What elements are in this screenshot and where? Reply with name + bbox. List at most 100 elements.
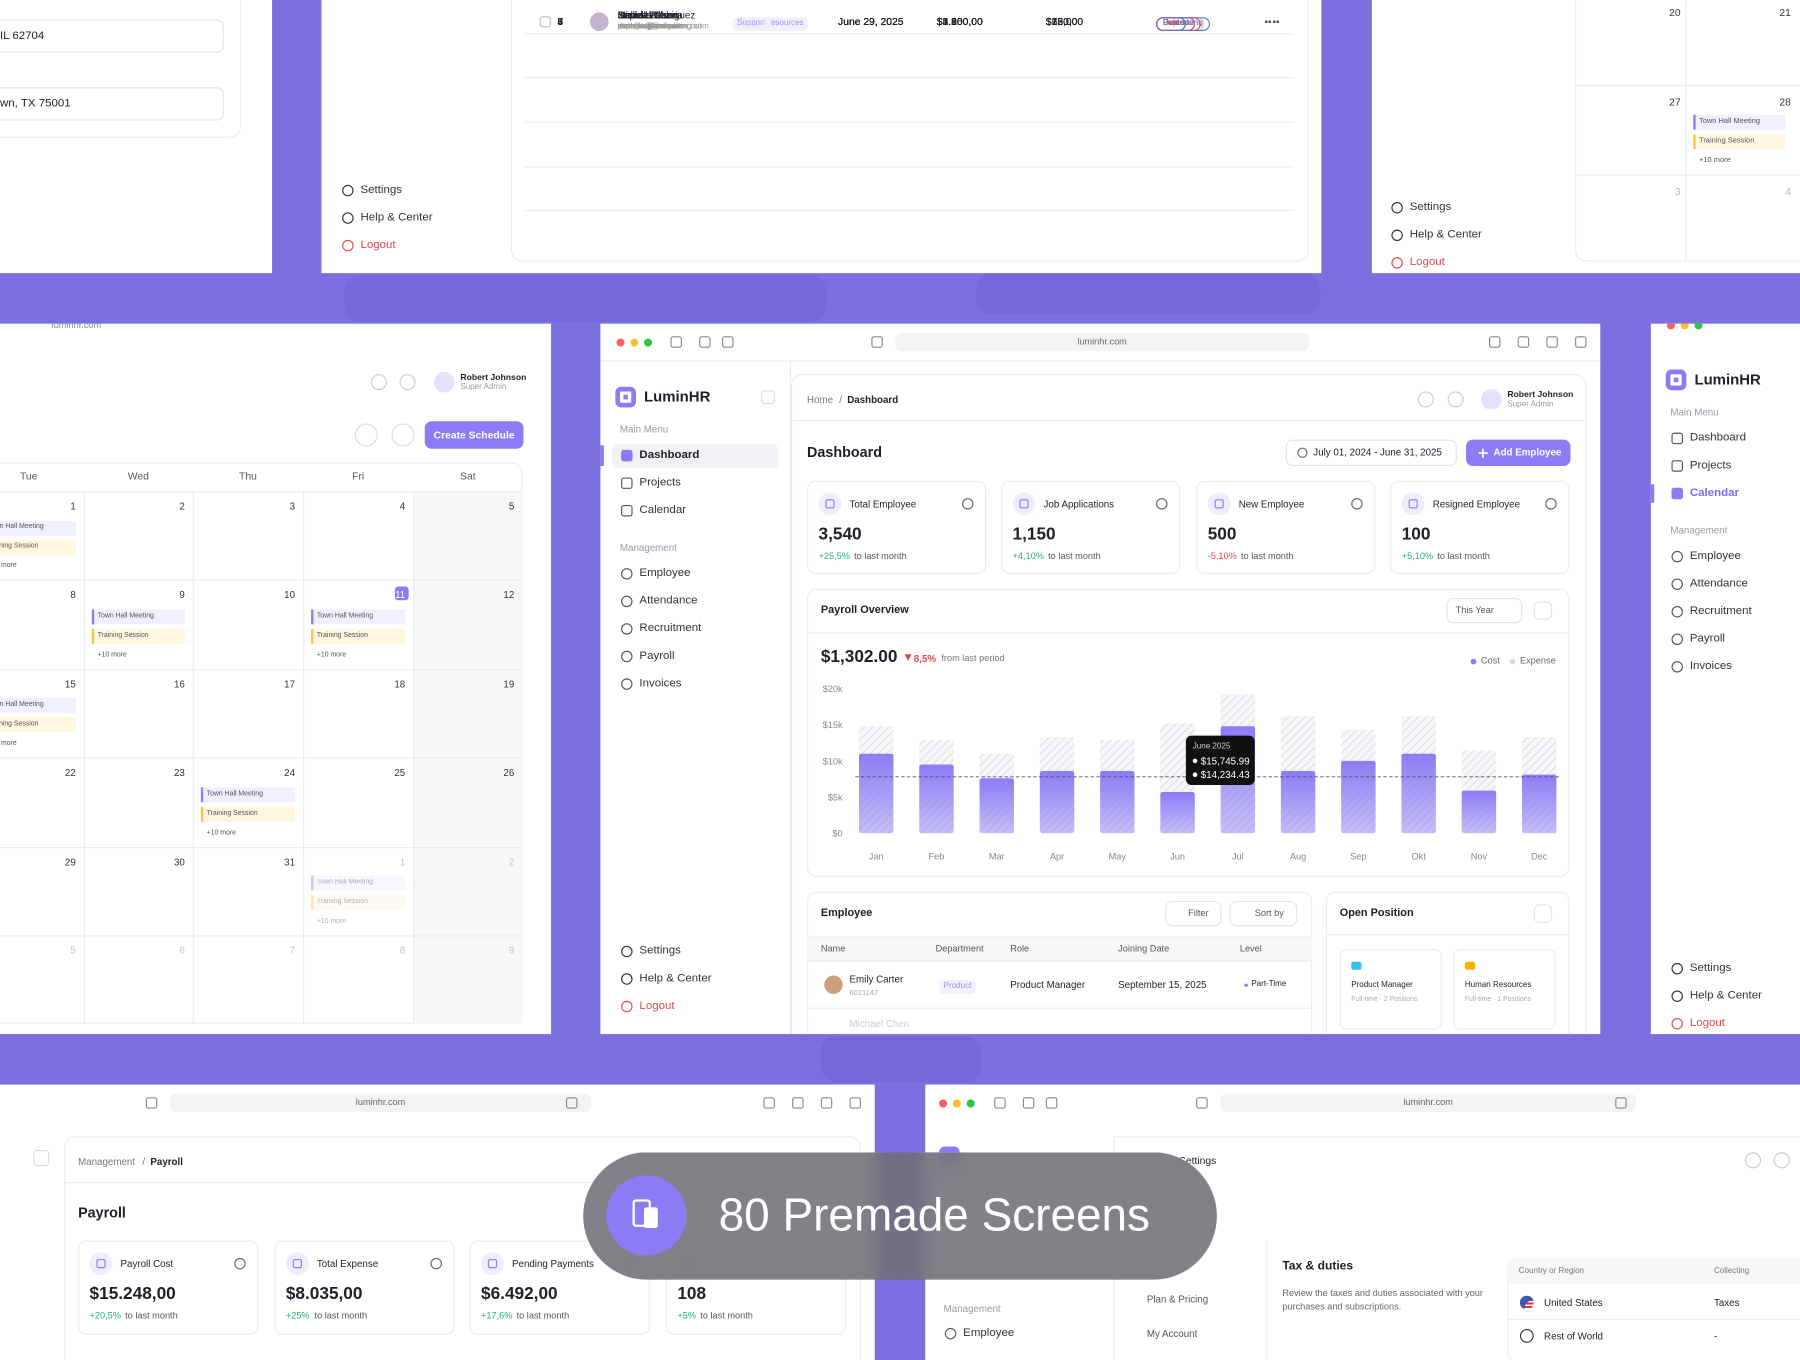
menu-item[interactable]: Settings bbox=[360, 183, 402, 197]
menu-item[interactable]: Help & Center bbox=[639, 972, 712, 985]
settings-nav[interactable]: Plan & Pricing bbox=[1146, 1293, 1209, 1305]
sort-button[interactable] bbox=[1229, 900, 1298, 927]
menu-item[interactable]: Help & Center bbox=[1409, 228, 1482, 242]
menu-item[interactable]: Settings bbox=[1409, 200, 1452, 214]
menu-item[interactable]: Dashboard bbox=[1689, 431, 1747, 445]
menu-item[interactable]: Calendar bbox=[639, 503, 687, 517]
icon bbox=[1045, 1097, 1058, 1109]
day-number: 24 bbox=[284, 766, 296, 779]
menu-item[interactable]: Employee bbox=[639, 566, 691, 580]
menu-item[interactable]: Invoices bbox=[639, 677, 682, 690]
date: June 29, 2025 bbox=[838, 15, 904, 28]
active-bar bbox=[600, 445, 604, 466]
menu-item[interactable]: Dashboard bbox=[639, 448, 700, 462]
icon bbox=[1391, 229, 1403, 242]
menu-item[interactable]: Projects bbox=[1689, 459, 1732, 472]
menu-item[interactable]: Attendance bbox=[639, 594, 698, 608]
dept-badge: Product bbox=[939, 979, 976, 995]
settings-nav[interactable]: My Account bbox=[1146, 1327, 1198, 1340]
icon bbox=[621, 504, 633, 517]
email: isabella.g@me.com bbox=[617, 22, 689, 31]
name: Sophia Rodriguez bbox=[617, 9, 696, 21]
icon bbox=[621, 623, 633, 635]
icon bbox=[1671, 962, 1683, 975]
row-number: 3 bbox=[557, 15, 564, 28]
legend-entry: Expense bbox=[1519, 655, 1556, 666]
day-number: 23 bbox=[173, 766, 185, 779]
more-button[interactable] bbox=[1265, 20, 1279, 24]
menu-section-label: Main Menu bbox=[619, 423, 669, 435]
email: james.w@consulting.com bbox=[617, 22, 709, 31]
menu-item[interactable]: Employee bbox=[963, 1326, 1015, 1340]
event-label: Training Session bbox=[1699, 136, 1755, 145]
menu-item[interactable]: Recruitment bbox=[1689, 604, 1752, 618]
nav-divider bbox=[1266, 1239, 1268, 1360]
event bbox=[0, 717, 76, 733]
url-bar bbox=[895, 332, 1309, 352]
period-select[interactable] bbox=[1446, 597, 1523, 624]
menu-item[interactable]: Help & Center bbox=[360, 211, 433, 224]
col-line bbox=[83, 935, 85, 1025]
button-label[interactable]: Filter bbox=[1188, 908, 1209, 919]
create-button[interactable] bbox=[424, 421, 524, 449]
position-card-outer bbox=[1325, 891, 1570, 1035]
day-number: 4 bbox=[1785, 185, 1791, 197]
row-line bbox=[0, 935, 523, 937]
invoice-panel: Settings Help & Center Logout 3 Michael Chen… bbox=[321, 0, 1322, 274]
icon bbox=[1296, 447, 1307, 458]
menu-item[interactable]: Invoices bbox=[1689, 659, 1732, 673]
event bbox=[311, 895, 406, 911]
fee: $65,00 bbox=[1045, 15, 1078, 28]
icon bbox=[761, 390, 775, 404]
avatar bbox=[938, 1098, 947, 1107]
filter-button[interactable] bbox=[1165, 900, 1222, 927]
breadcrumb[interactable]: Management bbox=[78, 1155, 136, 1168]
avatar bbox=[1012, 492, 1036, 516]
column-header: Department bbox=[935, 943, 984, 954]
date-button[interactable] bbox=[1285, 439, 1457, 466]
menu-item[interactable]: Settings bbox=[1689, 961, 1732, 975]
row-number: 6 bbox=[557, 15, 564, 28]
button-label[interactable]: Sort by bbox=[1254, 908, 1284, 919]
icon bbox=[1408, 499, 1418, 509]
more-button[interactable] bbox=[1265, 20, 1279, 24]
avatar bbox=[1509, 658, 1515, 664]
stat-label: Pending Payments bbox=[512, 1257, 594, 1270]
menu-item[interactable]: Payroll bbox=[639, 649, 675, 663]
banner-icon bbox=[644, 1207, 658, 1229]
weekday: Wed bbox=[127, 470, 149, 482]
button-label[interactable]: Create Schedule bbox=[433, 428, 515, 441]
menu-item[interactable]: Payroll bbox=[1689, 632, 1725, 646]
menu-item[interactable]: Projects bbox=[639, 476, 681, 489]
fee: $180,00 bbox=[1045, 15, 1084, 28]
day-number: 8 bbox=[399, 944, 406, 956]
menu-item[interactable]: Recruitment bbox=[639, 622, 702, 635]
date-range[interactable]: July 01, 2024 - June 31, 2025 bbox=[1313, 446, 1442, 459]
stat-note: to last month bbox=[314, 1310, 368, 1322]
button-label[interactable]: Add Employee bbox=[1493, 446, 1562, 459]
menu-item[interactable]: Employee bbox=[1689, 549, 1741, 563]
menu-item[interactable]: Logout bbox=[1409, 255, 1445, 269]
checkbox[interactable] bbox=[539, 16, 552, 28]
menu-item[interactable]: Logout bbox=[360, 238, 396, 252]
menu-item[interactable]: Logout bbox=[1689, 1016, 1725, 1030]
event-label: +10 more bbox=[97, 651, 127, 659]
icon bbox=[342, 239, 354, 252]
main-card bbox=[790, 374, 1587, 1035]
position-title: Human Resources bbox=[1464, 981, 1532, 990]
url-bar bbox=[1220, 1093, 1636, 1113]
checkbox[interactable] bbox=[539, 16, 552, 28]
icon bbox=[871, 336, 883, 348]
menu-item[interactable]: Calendar bbox=[1689, 486, 1739, 500]
breadcrumb[interactable]: Home bbox=[807, 393, 834, 406]
dept-badge: Support bbox=[732, 16, 770, 32]
menu-item[interactable]: Attendance bbox=[1689, 577, 1748, 590]
menu-section-label: Management bbox=[1670, 524, 1728, 536]
menu-item[interactable]: Logout bbox=[639, 999, 675, 1013]
period-label[interactable]: This Year bbox=[1455, 605, 1494, 616]
menu-item[interactable]: Help & Center bbox=[1689, 989, 1762, 1002]
day-number: 31 bbox=[284, 855, 296, 868]
menu-item[interactable]: Settings bbox=[639, 944, 681, 958]
icon bbox=[1671, 460, 1683, 472]
